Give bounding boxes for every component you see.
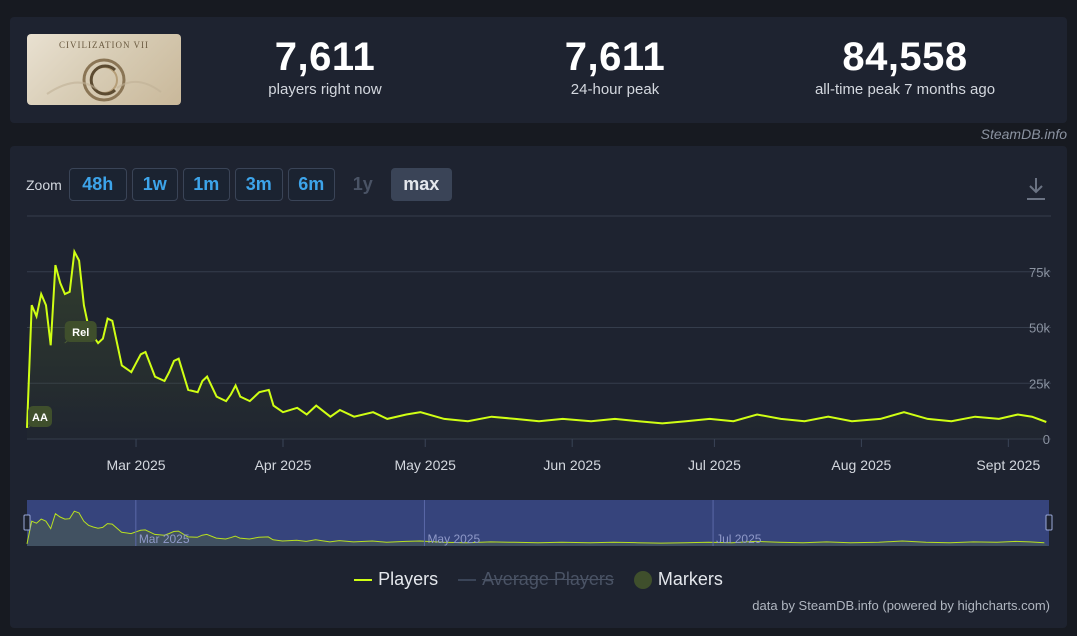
legend-markers[interactable]: Markers — [633, 569, 723, 590]
navigator-series-line — [26, 510, 1045, 545]
legend-players-label: Players — [378, 569, 439, 589]
emblem-icon — [46, 58, 162, 102]
navigator-tick-label: Jul 2025 — [716, 532, 762, 546]
download-icon[interactable] — [1025, 176, 1047, 202]
stat-current: 7,611 players right now — [225, 35, 425, 98]
marker-badge — [28, 406, 52, 427]
zoom-1w-button[interactable]: 1w — [131, 168, 178, 201]
y-tick-label: 25k — [1029, 376, 1050, 391]
stat-24h-peak-label: 24-hour peak — [570, 81, 660, 98]
zoom-max-button[interactable]: max — [390, 168, 452, 201]
zoom-1m-button[interactable]: 1m — [182, 168, 230, 201]
navigator-area — [27, 511, 1049, 546]
legend-average-players[interactable]: Average Players — [458, 569, 614, 590]
navigator-tick-label: Mar 2025 — [139, 532, 190, 546]
x-tick-label: Aug 2025 — [831, 457, 891, 473]
legend-average-label: Average Players — [482, 569, 614, 589]
x-tick-label: May 2025 — [394, 457, 456, 473]
zoom-controls: Zoom 48h 1w 1m 3m 6m 1y max — [26, 168, 457, 201]
legend-markers-swatch — [633, 570, 652, 589]
game-thumbnail[interactable]: CIVILIZATION VII — [27, 34, 181, 105]
marker-badge — [64, 321, 97, 342]
navigator-handle — [1045, 514, 1053, 531]
game-title: CIVILIZATION VII — [58, 40, 150, 50]
zoom-6m-button[interactable]: 6m — [287, 168, 335, 201]
zoom-48h-button[interactable]: 48h — [68, 168, 127, 201]
stat-current-value: 7,611 — [274, 35, 376, 79]
chart-panel: Zoom 48h 1w 1m 3m 6m 1y max 0 25k 50k 75k M… — [10, 146, 1067, 628]
stat-24h-peak: 7,611 24-hour peak — [515, 35, 715, 98]
marker-label: AA — [32, 412, 48, 424]
legend-players-swatch — [354, 578, 373, 581]
highcharts-credit[interactable]: data by SteamDB.info (powered by highcha… — [752, 598, 1050, 613]
x-axis-labels: Mar 2025 Apr 2025 May 2025 Jun 2025 Jul 2025… — [106, 457, 1040, 473]
player-chart: 0 25k 50k 75k Mar 2025 Apr 2025 May 2025 Jun 2… — [23, 215, 1053, 546]
legend-average-swatch — [458, 578, 477, 581]
players-area — [27, 251, 1047, 439]
stat-alltime-peak-value: 84,558 — [842, 35, 968, 79]
stat-24h-peak-value: 7,611 — [564, 35, 666, 79]
stat-current-label: players right now — [268, 81, 382, 98]
x-tick-label: Sept 2025 — [976, 457, 1040, 473]
y-tick-label: 0 — [1043, 432, 1050, 447]
chart-legend: Players Average Players Markers — [10, 569, 1067, 590]
x-tick-label: Mar 2025 — [106, 457, 165, 473]
y-tick-label: 75k — [1029, 265, 1050, 280]
y-tick-label: 50k — [1029, 321, 1050, 336]
legend-players[interactable]: Players — [354, 569, 438, 590]
stat-alltime-peak: 84,558 all-time peak 7 months ago — [785, 35, 1025, 98]
y-axis-labels: 0 25k 50k 75k — [1029, 265, 1050, 447]
navigator-handle — [23, 514, 31, 531]
steamdb-credit-link[interactable]: SteamDB.info — [980, 126, 1067, 142]
x-tick-label: Jul 2025 — [688, 457, 741, 473]
stat-alltime-peak-label: all-time peak 7 months ago — [814, 81, 996, 98]
x-tick-label: Apr 2025 — [255, 457, 312, 473]
x-tick-label: Jun 2025 — [543, 457, 601, 473]
navigator-tick-label: May 2025 — [427, 532, 480, 546]
zoom-label: Zoom — [26, 176, 62, 193]
zoom-3m-button[interactable]: 3m — [234, 168, 283, 201]
stats-bar: CIVILIZATION VII 7,611 players right now… — [10, 17, 1067, 123]
event-markers: AA Rel — [27, 321, 97, 429]
marker-label: Rel — [72, 327, 89, 339]
legend-markers-label: Markers — [657, 569, 723, 589]
zoom-1y-button: 1y — [352, 174, 373, 194]
navigator[interactable]: Mar 2025 May 2025 Jul 2025 — [23, 500, 1053, 546]
